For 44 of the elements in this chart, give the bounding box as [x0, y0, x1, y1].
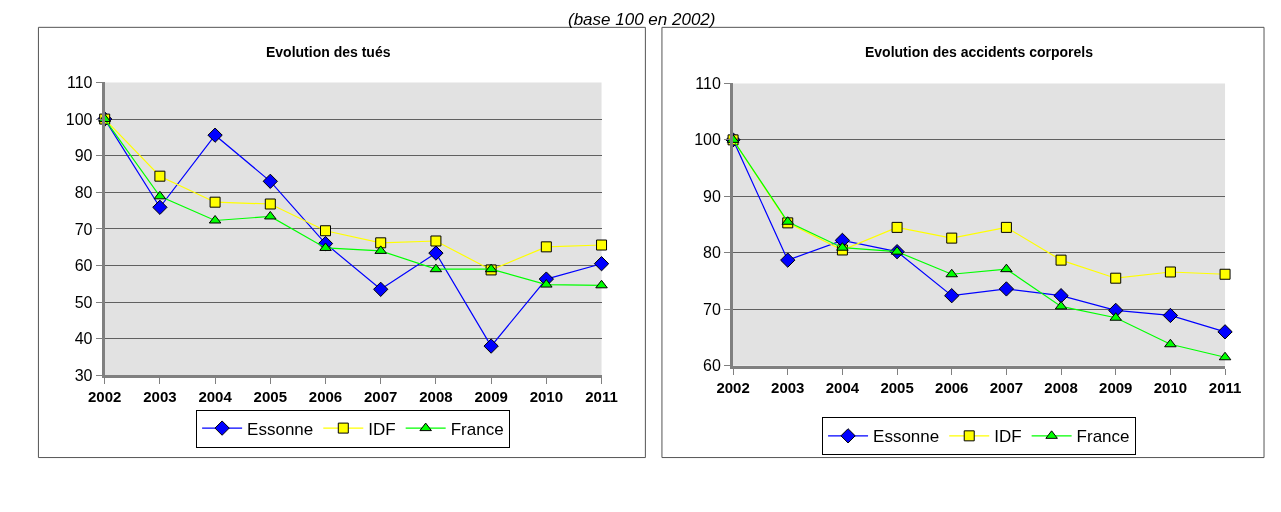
y-tick-label: 70: [74, 220, 93, 238]
x-tick-label: 2008: [419, 388, 453, 406]
y-tick-label: 110: [66, 74, 93, 92]
x-tick-label: 2005: [253, 388, 287, 406]
legend-label: Essonne: [873, 427, 940, 447]
x-tick-label: 2002: [716, 378, 750, 396]
x-tick-label: 2009: [474, 388, 508, 406]
x-tick-label: 2006: [308, 388, 343, 406]
legend-label: France: [1076, 427, 1130, 447]
x-tick-label: 2003: [143, 388, 177, 406]
legend-label: Essonne: [247, 419, 314, 439]
y-tick-label: 50: [74, 293, 93, 311]
x-tick-label: 2005: [880, 378, 914, 396]
y-tick-label: 90: [703, 187, 721, 205]
x-tick-label: 2011: [1208, 378, 1242, 396]
y-tick-label: 80: [703, 244, 721, 262]
y-tick-label: 60: [74, 257, 93, 275]
x-tick-label: 2004: [198, 388, 233, 406]
x-tick-label: 2010: [1153, 378, 1188, 396]
y-tick-label: 70: [703, 300, 721, 318]
y-tick-label: 110: [695, 75, 721, 93]
y-tick-label: 90: [74, 147, 93, 165]
x-tick-label: 2008: [1044, 378, 1078, 396]
x-tick-label: 2007: [989, 378, 1024, 396]
text: (base 100 en 2002): [568, 10, 716, 29]
x-tick-label: 2006: [935, 378, 969, 396]
y-tick-label: 40: [74, 330, 93, 348]
x-tick-label: 2011: [585, 388, 618, 406]
x-tick-label: 2010: [529, 388, 564, 406]
x-tick-label: 2007: [364, 388, 398, 406]
y-tick-label: 80: [74, 183, 93, 201]
chart-title: Evolution des accidents corporels: [865, 44, 1094, 60]
legend-label: France: [450, 419, 504, 439]
y-tick-label: 100: [694, 131, 721, 149]
y-tick-label: 100: [65, 110, 93, 128]
x-tick-label: 2003: [771, 378, 805, 396]
legend-label: IDF: [368, 419, 396, 439]
x-tick-label: 2002: [87, 388, 122, 406]
legend-label: IDF: [994, 427, 1022, 447]
y-tick-label: 60: [703, 357, 721, 375]
x-tick-label: 2004: [825, 378, 860, 396]
x-tick-label: 2009: [1099, 378, 1133, 396]
chart-title: Evolution des tués: [266, 44, 391, 60]
y-tick-label: 30: [74, 366, 93, 384]
